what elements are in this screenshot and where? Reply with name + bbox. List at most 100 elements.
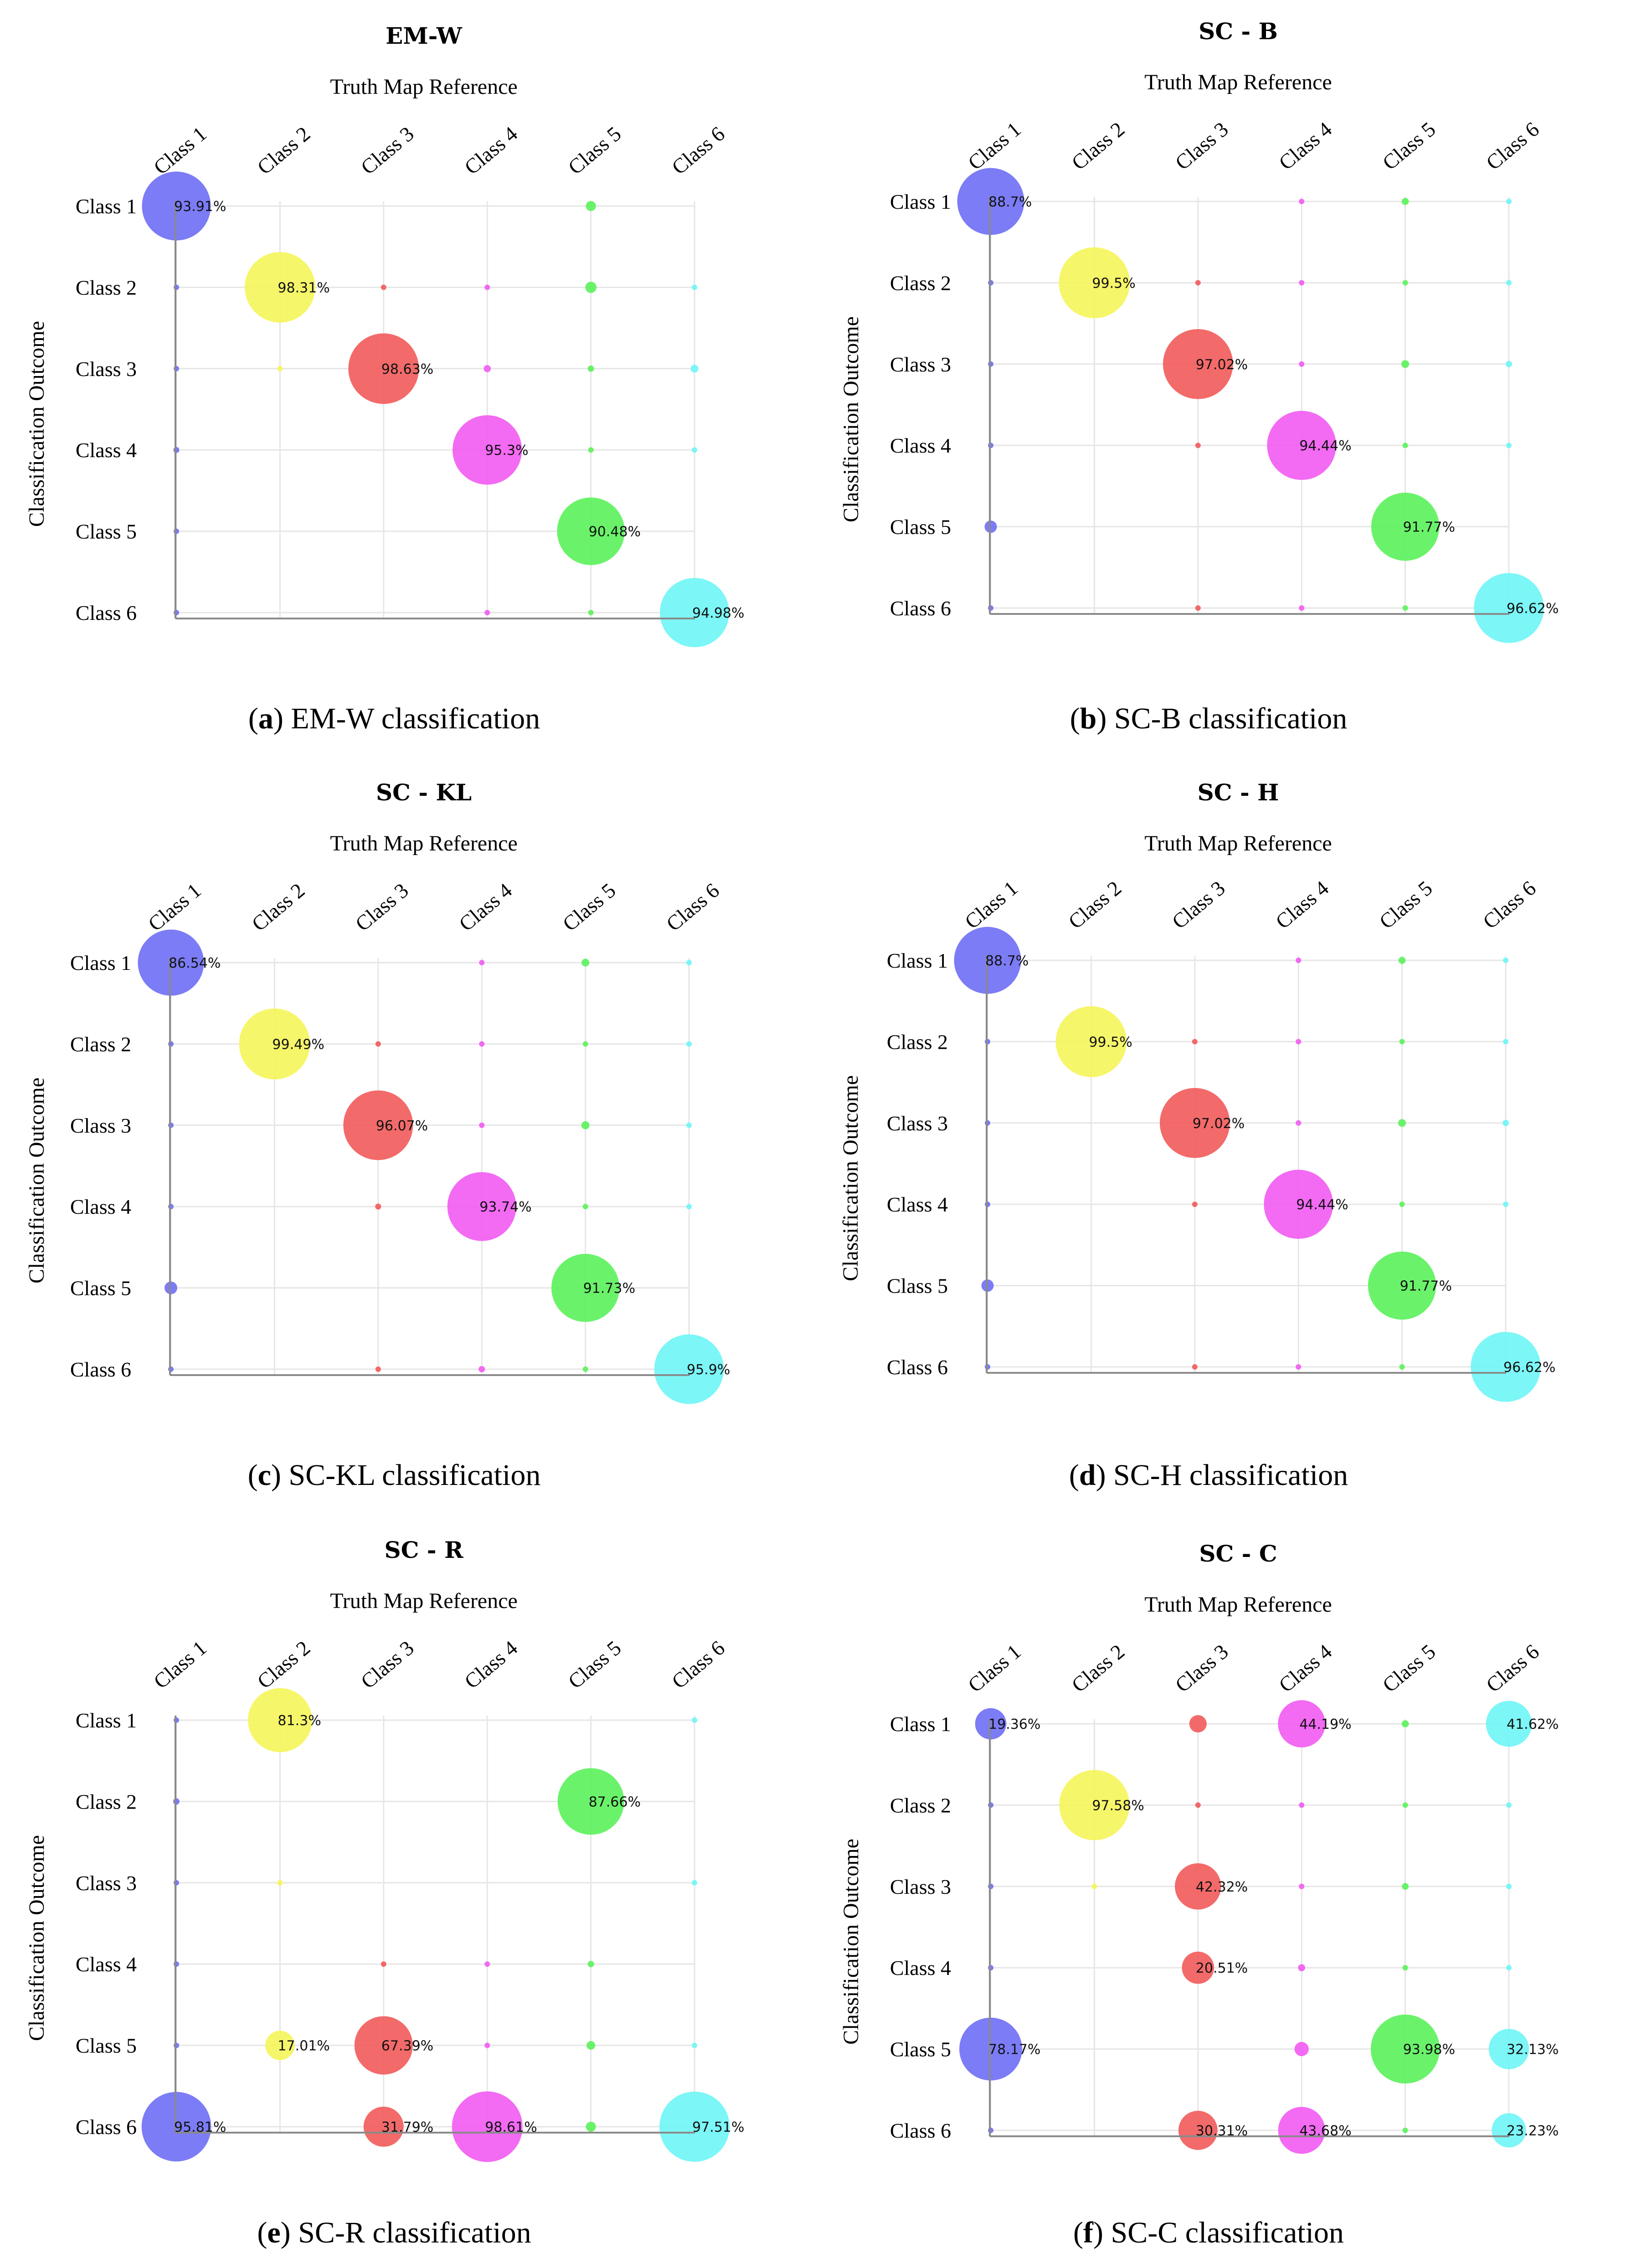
minor-bubble: [1195, 443, 1201, 448]
bubbles: [141, 1688, 730, 2162]
row-label: Class 1: [76, 195, 137, 218]
column-label: Class 1: [144, 878, 206, 935]
panel-caption: (c) SC-KL classification: [248, 1459, 541, 1492]
row-label: Class 3: [70, 1114, 131, 1137]
bubble: [1370, 2014, 1440, 2084]
bubble-value-label: 19.36%: [988, 1716, 1040, 1732]
row-label: Class 3: [76, 1871, 137, 1895]
panel-sc-b: SC - B Truth Map Reference Class 1 Class …: [839, 18, 1559, 735]
bubble-value-label: 91.77%: [1403, 520, 1455, 536]
minor-bubble: [1296, 1039, 1302, 1045]
bubble: [354, 2016, 413, 2075]
minor-bubble: [692, 2042, 697, 2048]
grid: [175, 201, 695, 619]
row-label: Class 4: [890, 434, 951, 457]
column-label: Class 3: [356, 122, 418, 179]
minor-bubble: [1506, 1883, 1512, 1889]
bubble-value-label: 88.7%: [988, 194, 1032, 210]
column-label: Class 1: [960, 876, 1022, 933]
minor-bubble: [1506, 280, 1512, 286]
row-label: Class 5: [70, 1277, 131, 1300]
minor-bubble: [1401, 360, 1410, 368]
minor-bubble: [686, 1041, 692, 1047]
bubble-value-label: 23.23%: [1507, 2123, 1559, 2139]
column-label: Class 6: [667, 122, 729, 179]
y-axis-title: Classification Outcome: [839, 316, 863, 522]
axes: [986, 956, 1506, 1374]
column-label: Class 2: [1064, 876, 1126, 933]
bubble: [1175, 1863, 1221, 1910]
row-label: Class 2: [76, 1790, 137, 1813]
column-label: Class 4: [1274, 117, 1336, 174]
axes: [175, 1716, 695, 2134]
bubble-value-label: 78.17%: [988, 2042, 1040, 2058]
minor-bubble: [1402, 2128, 1408, 2133]
row-label: Class 6: [887, 1356, 948, 1379]
y-axis-title: Classification Outcome: [25, 321, 49, 527]
minor-bubble: [1398, 1119, 1406, 1127]
row-label: Class 3: [890, 1875, 951, 1898]
bubble: [1486, 1701, 1532, 1747]
row-label: Class 4: [890, 1956, 951, 1979]
minor-bubble: [1296, 1364, 1302, 1370]
panel-title: SC - H: [1198, 779, 1279, 806]
bubble-value-label: 87.66%: [589, 1794, 641, 1810]
minor-bubble: [1401, 198, 1409, 205]
bubble-value-label: 91.77%: [1400, 1278, 1452, 1294]
minor-bubble: [1189, 1715, 1207, 1733]
minor-bubble: [581, 959, 590, 967]
minor-bubble: [479, 1041, 485, 1047]
bubble-value-label: 98.63%: [381, 361, 433, 377]
bubbles: [142, 171, 730, 648]
row-label: Class 1: [890, 1712, 951, 1736]
caption-letter: e: [267, 2216, 280, 2249]
panel-caption: (f) SC-C classification: [1073, 2216, 1344, 2249]
bubble: [557, 497, 625, 565]
minor-bubble: [1195, 605, 1201, 611]
bubble-value-label: 97.51%: [692, 2119, 744, 2135]
grid: [990, 1719, 1510, 2136]
minor-bubble: [1195, 1802, 1201, 1808]
column-label: Class 2: [253, 1636, 315, 1693]
bubble-value-label: 88.7%: [985, 953, 1029, 969]
minor-bubble: [381, 284, 386, 290]
panel-title: EM-W: [386, 22, 462, 49]
row-label: Class 4: [887, 1193, 948, 1216]
axes: [989, 197, 1509, 615]
column-label: Class 5: [1378, 117, 1440, 174]
minor-bubble: [587, 365, 594, 372]
minor-bubble: [581, 1121, 590, 1129]
column-label: Class 5: [1375, 876, 1437, 933]
minor-bubble: [587, 1961, 594, 1968]
minor-bubble: [484, 365, 491, 372]
bubble-value-label: 96.07%: [376, 1118, 428, 1134]
y-axis-title: Classification Outcome: [839, 1839, 863, 2045]
panel-title: SC - R: [384, 1536, 463, 1563]
bubbles: [957, 168, 1544, 643]
bubble: [1059, 1770, 1130, 1840]
column-label: Class 2: [253, 122, 315, 179]
bubble-value-label: 93.91%: [174, 199, 226, 215]
bubbles: [954, 927, 1541, 1402]
panel-sc-kl: SC - KL Truth Map Reference Class 1 Class…: [25, 779, 730, 1492]
column-label: Class 3: [1171, 117, 1233, 174]
minor-bubble: [1506, 361, 1512, 367]
bubble: [1059, 247, 1130, 319]
bubble-value-label: 17.01%: [278, 2038, 329, 2054]
row-label: Class 1: [76, 1709, 137, 1732]
bubble-value-label: 81.3%: [278, 1713, 321, 1729]
column-label: Class 4: [1271, 876, 1333, 933]
minor-bubble: [484, 2042, 490, 2048]
bubble: [343, 1090, 413, 1160]
row-label: Class 6: [76, 601, 137, 624]
bubbles: [138, 929, 724, 1404]
bubble-value-label: 95.81%: [174, 2119, 226, 2135]
minor-bubble: [1402, 280, 1408, 286]
minor-bubble: [582, 1366, 588, 1372]
column-label: Class 2: [1067, 1639, 1129, 1696]
minor-bubble: [1294, 2042, 1309, 2057]
row-label: Class 2: [890, 271, 951, 294]
column-label: Class 1: [963, 117, 1025, 174]
minor-bubble: [1503, 1119, 1509, 1126]
minor-bubble: [692, 1880, 697, 1886]
